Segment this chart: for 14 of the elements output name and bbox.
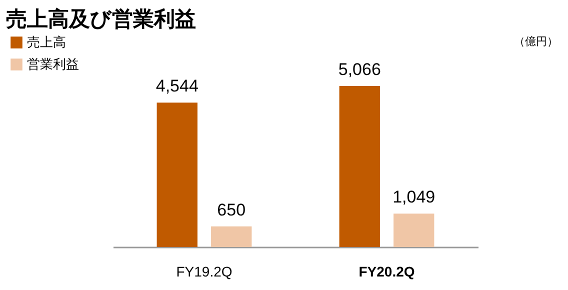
data-label: 650 [217, 200, 246, 220]
bar [211, 226, 252, 247]
bar [394, 214, 434, 247]
x-tick-label: FY20.2Q [358, 264, 415, 280]
bar [339, 86, 380, 247]
x-tick-label: FY19.2Q [176, 264, 232, 280]
legend-label: 営業利益 [27, 56, 79, 72]
text: （億円） [514, 35, 558, 48]
data-label: 5,066 [338, 60, 381, 79]
data-label: 4,544 [156, 76, 198, 96]
legend-label: 売上高 [27, 34, 66, 50]
bar [156, 102, 198, 247]
data-label: 1,049 [392, 188, 436, 207]
chart-title: 売上高及び営業利益 [6, 7, 196, 31]
